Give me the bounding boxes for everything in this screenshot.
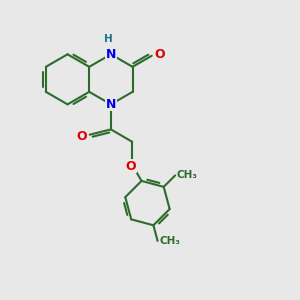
Text: H: H bbox=[104, 34, 113, 44]
Text: O: O bbox=[125, 160, 136, 173]
Text: CH₃: CH₃ bbox=[177, 170, 198, 180]
Text: N: N bbox=[106, 98, 116, 111]
Text: CH₃: CH₃ bbox=[159, 236, 180, 246]
Text: O: O bbox=[76, 130, 87, 143]
Text: O: O bbox=[154, 48, 165, 61]
Text: N: N bbox=[106, 48, 116, 61]
